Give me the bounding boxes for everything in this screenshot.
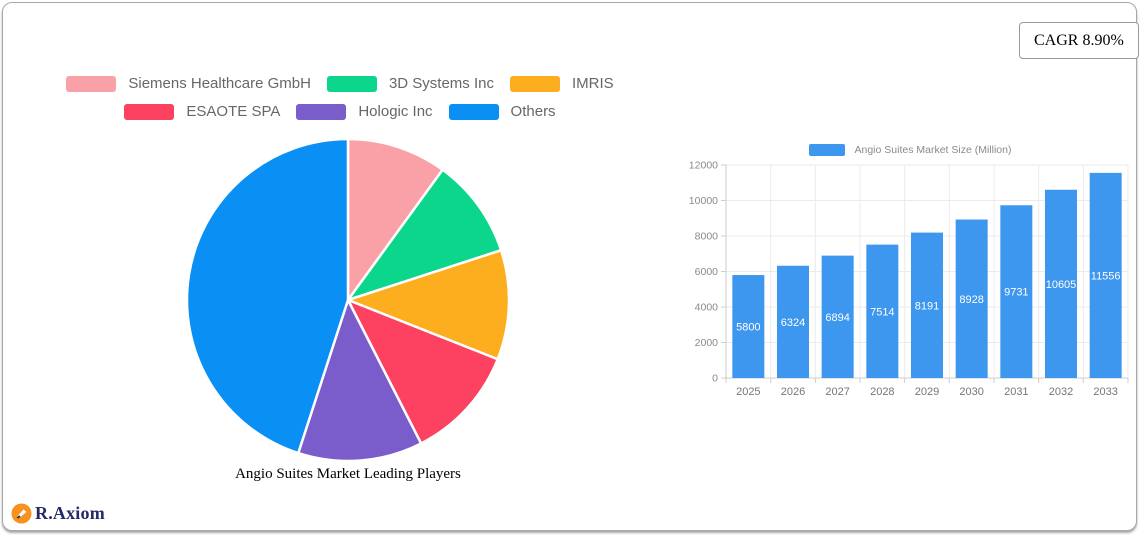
x-tick-label: 2033 <box>1093 386 1117 398</box>
legend-swatch <box>326 75 377 92</box>
y-tick-label: 10000 <box>689 195 718 207</box>
legend-swatch <box>296 103 347 120</box>
bar-2025 <box>732 275 765 378</box>
legend-item-others[interactable]: Others <box>448 103 556 120</box>
bar-value-label: 8928 <box>959 294 983 306</box>
bar-chart-legend[interactable]: Angio Suites Market Size (Million) <box>682 142 1138 158</box>
brand-logo-icon <box>11 503 32 524</box>
x-tick-label: 2025 <box>736 386 760 398</box>
pie-legend-row: ESAOTE SPA Hologic Inc Others <box>28 103 652 120</box>
legend-item-label: Others <box>510 103 556 120</box>
x-tick-label: 2030 <box>959 386 983 398</box>
bar-2027 <box>821 255 854 378</box>
bar-value-label: 6324 <box>781 317 805 329</box>
x-tick-label: 2026 <box>781 386 805 398</box>
legend-item-label: ESAOTE SPA <box>186 103 281 120</box>
pie-legend: Siemens Healthcare GmbH 3D Systems Inc IMR… <box>28 75 652 120</box>
legend-item-hologic-inc[interactable]: Hologic Inc <box>296 103 433 120</box>
legend-item-imris[interactable]: IMRIS <box>509 75 614 92</box>
x-tick-label: 2028 <box>870 386 894 398</box>
bar-value-label: 11556 <box>1091 270 1121 282</box>
legend-item-label: Siemens Healthcare GmbH <box>128 75 311 92</box>
cagr-badge-label: CAGR 8.90% <box>1034 31 1124 49</box>
legend-item-siemens-healthcare-gmbh[interactable]: Siemens Healthcare GmbH <box>66 75 311 92</box>
x-tick-label: 2032 <box>1049 386 1073 398</box>
x-tick-label: 2027 <box>825 386 849 398</box>
legend-item-label: Hologic Inc <box>358 103 433 120</box>
cagr-badge: CAGR 8.90% <box>1019 22 1139 59</box>
y-tick-label: 2000 <box>695 337 719 349</box>
bar-legend-label: Angio Suites Market Size (Million) <box>854 144 1012 156</box>
bar-value-label: 5800 <box>736 322 760 334</box>
bar-legend-swatch <box>808 144 845 156</box>
y-tick-label: 12000 <box>689 160 718 172</box>
bar-2026 <box>777 265 809 378</box>
legend-item-3d-systems-inc[interactable]: 3D Systems Inc <box>326 75 494 92</box>
pie-legend-row: Siemens Healthcare GmbH 3D Systems Inc IMR… <box>28 75 652 92</box>
y-tick-label: 4000 <box>695 302 719 314</box>
pie-slice-others <box>185 137 350 455</box>
bar-value-label: 9731 <box>1004 287 1028 299</box>
bar-2028 <box>866 244 899 378</box>
bar-2029 <box>911 232 943 378</box>
legend-item-esaote-spa[interactable]: ESAOTE SPA <box>124 103 280 120</box>
bar-2033 <box>1089 172 1122 378</box>
brand-logo: R.Axiom <box>11 503 105 524</box>
legend-item-label: IMRIS <box>571 75 614 92</box>
pie-slice-hologic-inc <box>297 298 423 463</box>
pie-slice-esaote-spa <box>346 298 499 445</box>
bar-chart: Angio Suites Market Size (Million) 0 2000… <box>682 142 1138 414</box>
bar-value-label: 7514 <box>870 306 894 318</box>
x-tick-label: 2031 <box>1004 386 1028 398</box>
legend-swatch <box>509 75 560 92</box>
bar-2030 <box>955 219 988 378</box>
brand-logo-text: R.Axiom <box>35 503 105 523</box>
bar-value-label: 10605 <box>1046 279 1077 291</box>
pie-slice-siemens-healthcare-gmbh <box>346 137 444 302</box>
legend-item-label: 3D Systems Inc <box>388 75 494 92</box>
bar-2032 <box>1045 189 1077 378</box>
bar-value-label: 6894 <box>825 312 849 324</box>
y-tick-label: 8000 <box>695 231 719 243</box>
pie-slice-imris <box>346 249 511 361</box>
pie-slice-3d-systems-inc <box>346 168 503 302</box>
bar-2031 <box>1000 205 1033 378</box>
pie-chart <box>185 137 511 463</box>
x-tick-label: 2029 <box>915 386 939 398</box>
legend-swatch <box>124 103 175 120</box>
pie-chart-title: Angio Suites Market Leading Players <box>235 466 461 482</box>
y-tick-label: 0 <box>712 373 718 385</box>
y-tick-label: 6000 <box>695 266 719 278</box>
legend-swatch <box>448 103 499 120</box>
bar-chart-plot: 0 2000 4000 6000 8000 10000 12000 5800 2025 6324 2… <box>689 160 1129 398</box>
legend-swatch <box>66 75 117 92</box>
bar-value-label: 8191 <box>915 300 939 312</box>
